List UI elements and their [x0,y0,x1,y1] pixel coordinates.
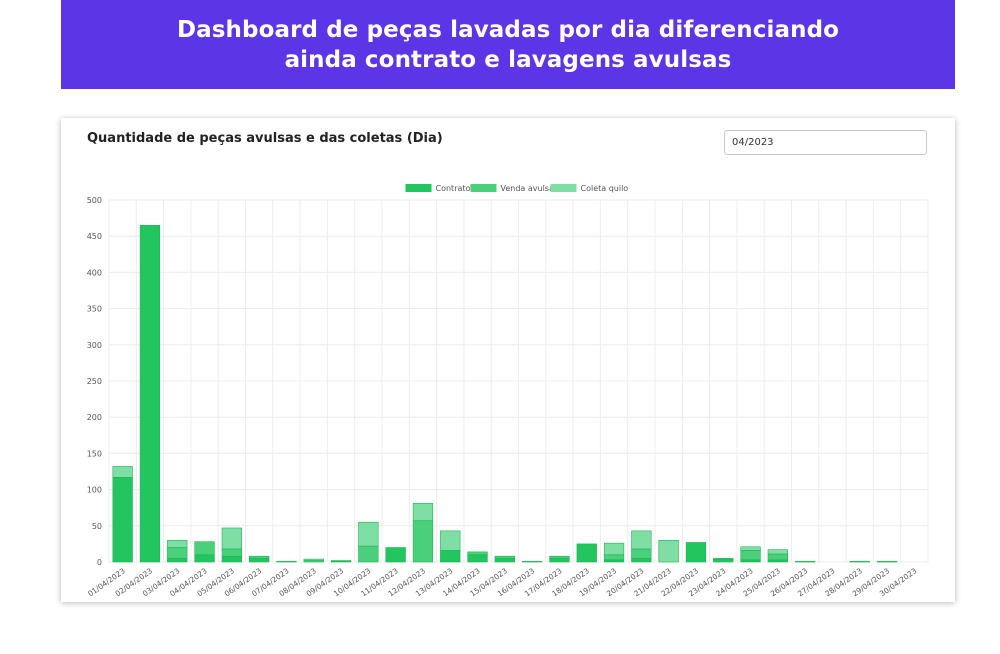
bar-segment [249,558,270,563]
bar-segment [795,560,816,563]
bar-segment [549,558,570,563]
y-tick-label: 300 [87,341,102,350]
chart-card: Quantidade de peças avulsas e das coleta… [61,118,955,602]
y-tick-label: 500 [87,196,102,205]
bar-segment [713,558,734,560]
bar-segment [194,554,215,563]
bar-segment [658,539,679,563]
bar-segment [603,554,625,561]
bar-segment [467,551,488,556]
y-tick-label: 200 [87,413,102,422]
legend-swatch [470,184,497,192]
bar-segment [767,549,788,555]
bar-segment [631,530,652,550]
bar-segment [221,548,242,557]
bar-segment [412,520,434,563]
bar-segment [767,559,788,563]
bar-segment [358,545,379,563]
y-tick-label: 150 [87,449,102,458]
bar-segment [631,558,652,563]
bar-segment [549,555,570,559]
bar-segment [522,560,543,563]
y-tick-label: 400 [87,268,102,277]
legend-label: Coleta quilo [581,184,629,193]
bar-segment [603,559,625,563]
bar-segment [112,476,133,563]
bar-segment [713,558,734,563]
bar-segment [412,503,434,522]
bar-segment [330,560,352,562]
bar-segment [467,554,488,563]
bar-segment [740,559,761,563]
legend-swatch [550,184,577,192]
bar-segment [631,548,652,559]
bar-segment [440,550,461,563]
bar-segment [167,547,188,559]
y-tick-label: 0 [97,558,102,567]
banner-title-line-1: Dashboard de peças lavadas por dia difer… [176,16,840,43]
header-banner: Dashboard de peças lavadas por dia difer… [61,0,955,89]
bar-segment [167,558,188,563]
y-tick-label: 50 [92,522,102,531]
bar-segment [494,558,515,563]
y-tick-label: 450 [87,232,102,241]
banner-title-line-2: ainda contrato e lavagens avulsas [284,46,732,73]
chart-title: Quantidade de peças avulsas e das coleta… [87,131,443,146]
bar-segment [767,553,788,561]
bar-segment [740,546,761,551]
bar-segment [740,550,761,561]
bar-segment [112,466,133,478]
bar-segment [685,542,707,563]
legend-label: Contrato [436,184,471,193]
bar-segment [249,555,270,559]
bar-segment [494,555,515,559]
bar-segment [139,225,161,563]
bar-segment [194,541,215,556]
legend-label: Venda avulsa [501,184,554,193]
bar-segment [303,558,324,561]
month-picker-input[interactable] [724,130,927,155]
bar-segment [576,543,597,563]
bar-segment [221,555,242,563]
bar-segment [358,521,379,547]
bar-segment [603,542,625,556]
legend-swatch [405,184,432,192]
bar-segment [221,527,242,550]
stacked-bar-chart: 05010015020025030035040045050001/04/2023… [86,184,929,598]
bar-segment [440,530,461,551]
bar-segment [385,547,406,563]
bar-segment [849,560,870,563]
bar-segment [876,560,898,563]
y-tick-label: 250 [87,377,102,386]
y-tick-label: 100 [87,486,102,495]
y-tick-label: 350 [87,305,102,314]
bar-segment [276,560,297,563]
bar-segment [167,539,188,548]
